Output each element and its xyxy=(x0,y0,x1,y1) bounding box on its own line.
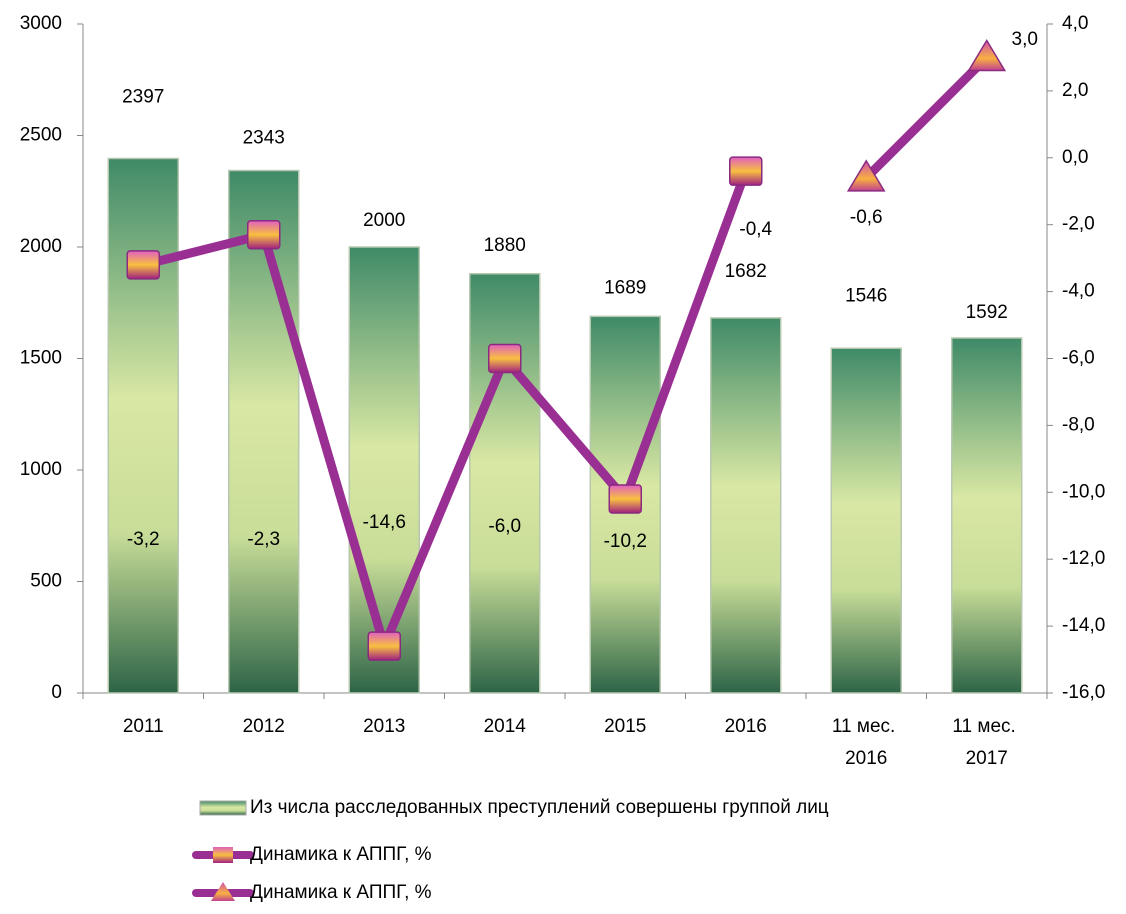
legend-label: Из числа расследованных преступлений сов… xyxy=(250,797,829,818)
line-value-label: -10,2 xyxy=(604,531,647,552)
y2-tick-label: -10,0 xyxy=(1062,481,1105,502)
line xyxy=(142,169,750,651)
y-tick-label: 500 xyxy=(30,571,62,592)
bar xyxy=(107,157,179,694)
bar-value-label: 1682 xyxy=(725,261,767,282)
line-marker xyxy=(488,343,522,374)
line-marker xyxy=(247,219,281,250)
y2-tick-label: -16,0 xyxy=(1062,682,1105,703)
bar-value-label: 2397 xyxy=(122,86,164,107)
x-tick-label-line: 2017 xyxy=(966,748,1008,769)
x-tick-label: 2016 xyxy=(725,716,767,737)
x-tick-label-line: 11 мес. xyxy=(952,716,1021,737)
line xyxy=(863,54,990,182)
line-value-label: -0,6 xyxy=(850,207,883,228)
y-tick-label: 1000 xyxy=(20,459,62,480)
legend-swatch xyxy=(199,800,247,816)
legend-label: Динамика к АППГ, % xyxy=(250,844,432,865)
line-value-label: -2,3 xyxy=(247,529,280,550)
y2-tick-label: 0,0 xyxy=(1062,147,1088,168)
bar xyxy=(830,347,902,694)
legend-marker xyxy=(211,882,235,901)
line-marker xyxy=(846,159,886,192)
line-value-label: -3,2 xyxy=(127,529,160,550)
bar xyxy=(228,169,300,694)
x-tick-label: 2014 xyxy=(484,716,527,737)
bar-value-label: 1689 xyxy=(604,277,646,298)
legend-marker xyxy=(213,847,233,863)
bar xyxy=(710,317,782,694)
line-marker xyxy=(967,38,1007,72)
x-tick-label: 11 мес. 2017 xyxy=(952,716,1021,769)
x-tick-label: 2011 xyxy=(123,716,164,737)
bar xyxy=(951,337,1023,694)
bar-value-label: 1880 xyxy=(484,235,526,256)
bar xyxy=(348,246,420,694)
line-marker xyxy=(729,156,763,186)
bar-value-label: 1546 xyxy=(845,285,887,306)
x-tick-label-line: 11 мес. xyxy=(832,716,901,737)
bar-value-label: 1592 xyxy=(966,302,1008,323)
y-tick-label: 2000 xyxy=(20,236,62,257)
line-value-label: -6,0 xyxy=(488,516,521,537)
line-marker xyxy=(126,250,160,280)
line-value-label: 3,0 xyxy=(1012,29,1038,50)
y2-tick-label: -6,0 xyxy=(1062,348,1095,369)
line-value-label: -0,4 xyxy=(739,219,772,240)
x-tick-label: 2015 xyxy=(604,716,646,737)
line-marker xyxy=(608,484,642,514)
bar-value-label: 2343 xyxy=(243,128,285,149)
y2-tick-label: -8,0 xyxy=(1062,414,1095,435)
x-tick-label-line: 2016 xyxy=(845,748,887,769)
y2-tick-label: -14,0 xyxy=(1062,615,1105,636)
y2-tick-label: -2,0 xyxy=(1062,214,1095,235)
y2-tick-label: -12,0 xyxy=(1062,548,1105,569)
x-tick-label: 2013 xyxy=(363,716,405,737)
x-tick-label: 11 мес. 2016 xyxy=(832,716,901,769)
bar-value-label: 2000 xyxy=(363,210,405,231)
line-value-label: -14,6 xyxy=(363,512,406,533)
legend-label: Динамика к АППГ, % xyxy=(250,882,432,903)
y2-tick-label: 2,0 xyxy=(1062,80,1088,101)
y2-tick-label: 4,0 xyxy=(1062,13,1088,34)
bar xyxy=(469,273,541,694)
line-marker xyxy=(367,631,401,661)
x-tick-label: 2012 xyxy=(243,716,285,737)
y-tick-label: 1500 xyxy=(20,348,62,369)
y-tick-label: 3000 xyxy=(20,13,62,34)
y-tick-label: 0 xyxy=(51,682,62,703)
y2-tick-label: -4,0 xyxy=(1062,281,1095,302)
y-tick-label: 2500 xyxy=(20,125,62,146)
